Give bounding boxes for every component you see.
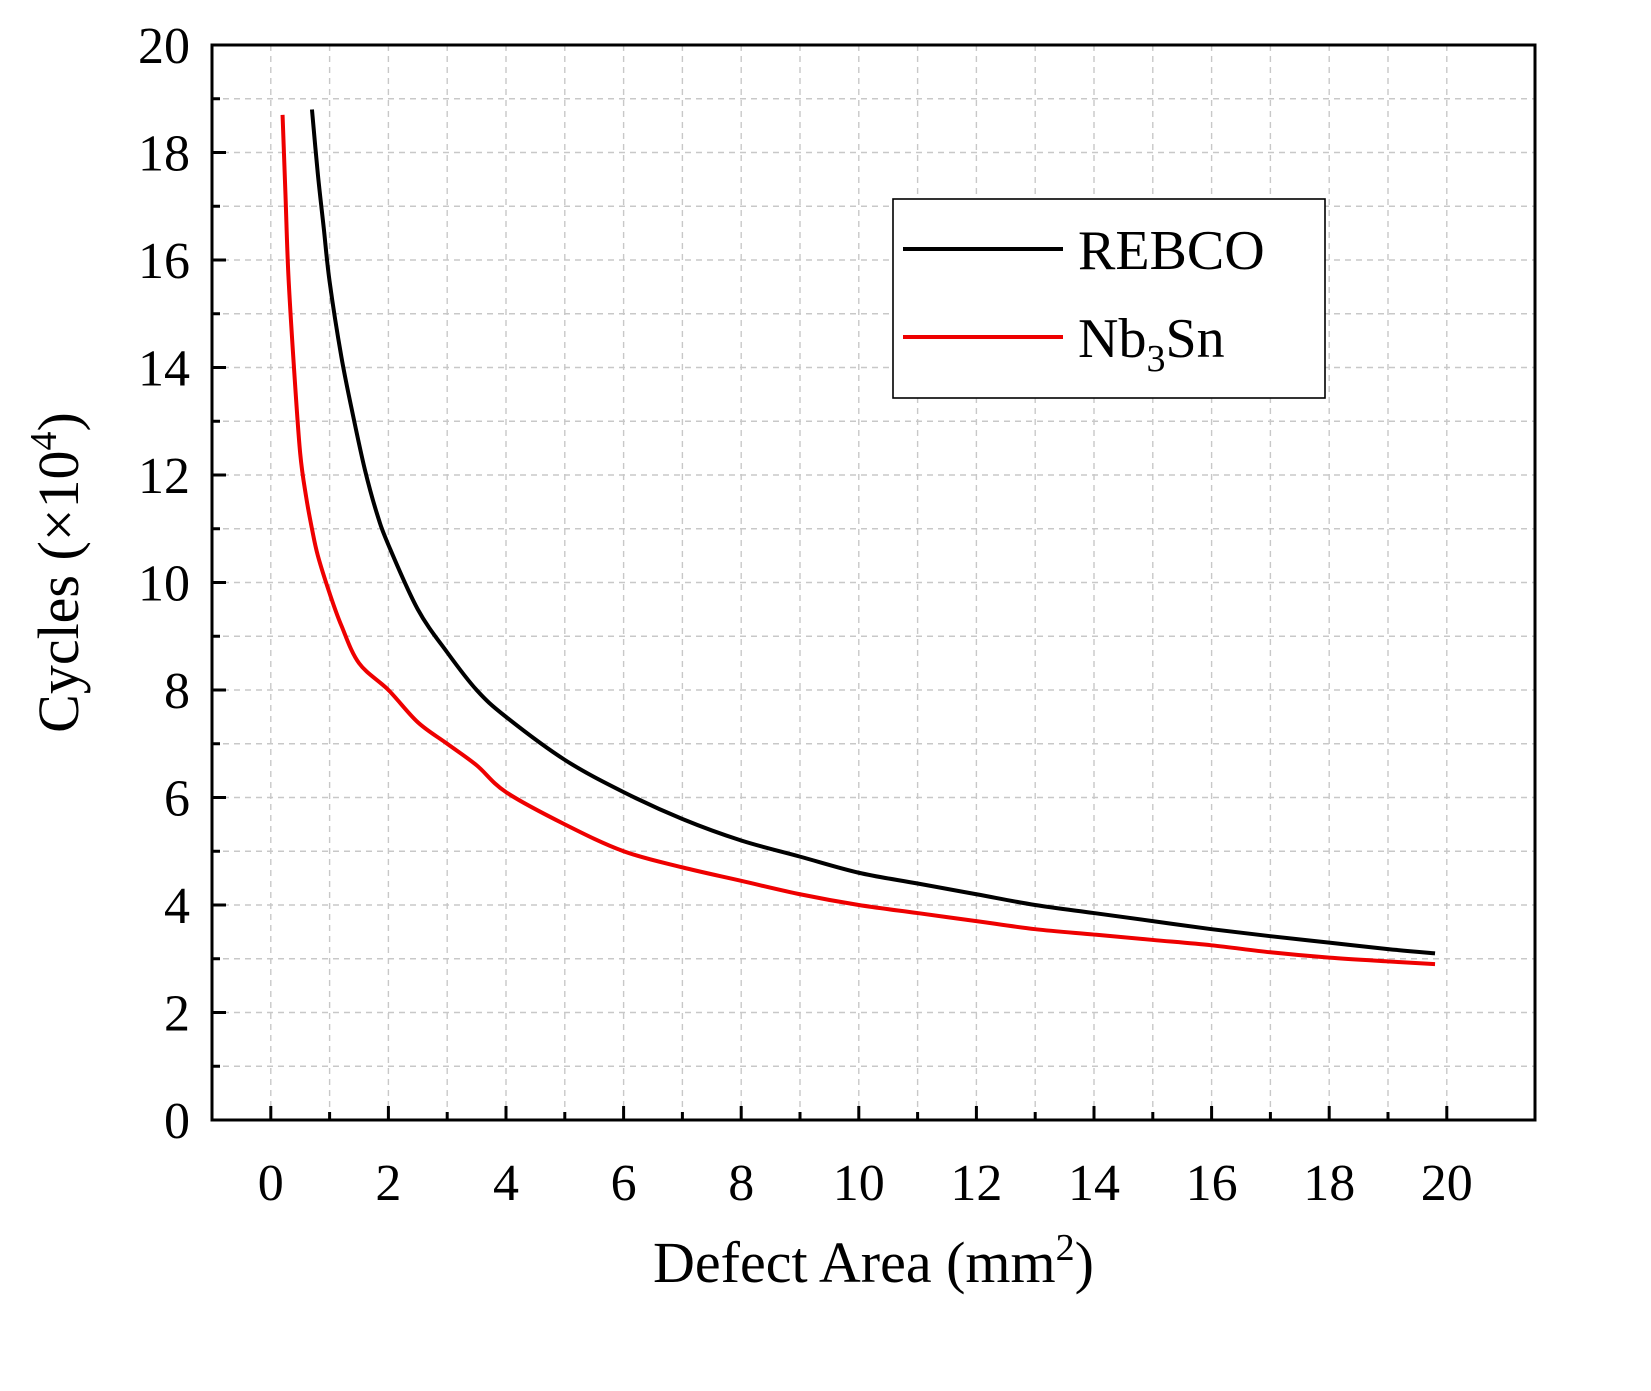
x-tick-label: 8 bbox=[728, 1155, 754, 1212]
x-axis-title: Defect Area (mm2) bbox=[653, 1227, 1094, 1295]
x-tick-label: 12 bbox=[950, 1155, 1002, 1212]
y-tick-label: 6 bbox=[164, 771, 190, 828]
y-tick-label: 18 bbox=[138, 126, 190, 183]
y-axis-title: Cycles (×104) bbox=[23, 412, 91, 733]
x-tick-label: 2 bbox=[375, 1155, 401, 1212]
y-tick-label: 8 bbox=[164, 663, 190, 720]
x-tick-label: 16 bbox=[1186, 1155, 1238, 1212]
y-tick-label: 2 bbox=[164, 986, 190, 1043]
x-tick-label: 0 bbox=[258, 1155, 284, 1212]
y-tick-label: 14 bbox=[138, 341, 190, 398]
y-tick-label: 12 bbox=[138, 448, 190, 505]
legend-label-rebco: REBCO bbox=[1078, 220, 1265, 282]
x-tick-label: 18 bbox=[1303, 1155, 1355, 1212]
y-tick-label: 4 bbox=[164, 878, 190, 935]
x-tick-label: 14 bbox=[1068, 1155, 1120, 1212]
y-tick-label: 0 bbox=[164, 1093, 190, 1150]
x-tick-label: 10 bbox=[833, 1155, 885, 1212]
x-tick-label: 20 bbox=[1421, 1155, 1473, 1212]
legend: REBCO Nb3Sn bbox=[893, 199, 1325, 398]
y-tick-label: 20 bbox=[138, 18, 190, 75]
x-tick-label: 6 bbox=[611, 1155, 637, 1212]
x-tick-label: 4 bbox=[493, 1155, 519, 1212]
y-tick-label: 16 bbox=[138, 233, 190, 290]
y-tick-label: 10 bbox=[138, 556, 190, 613]
